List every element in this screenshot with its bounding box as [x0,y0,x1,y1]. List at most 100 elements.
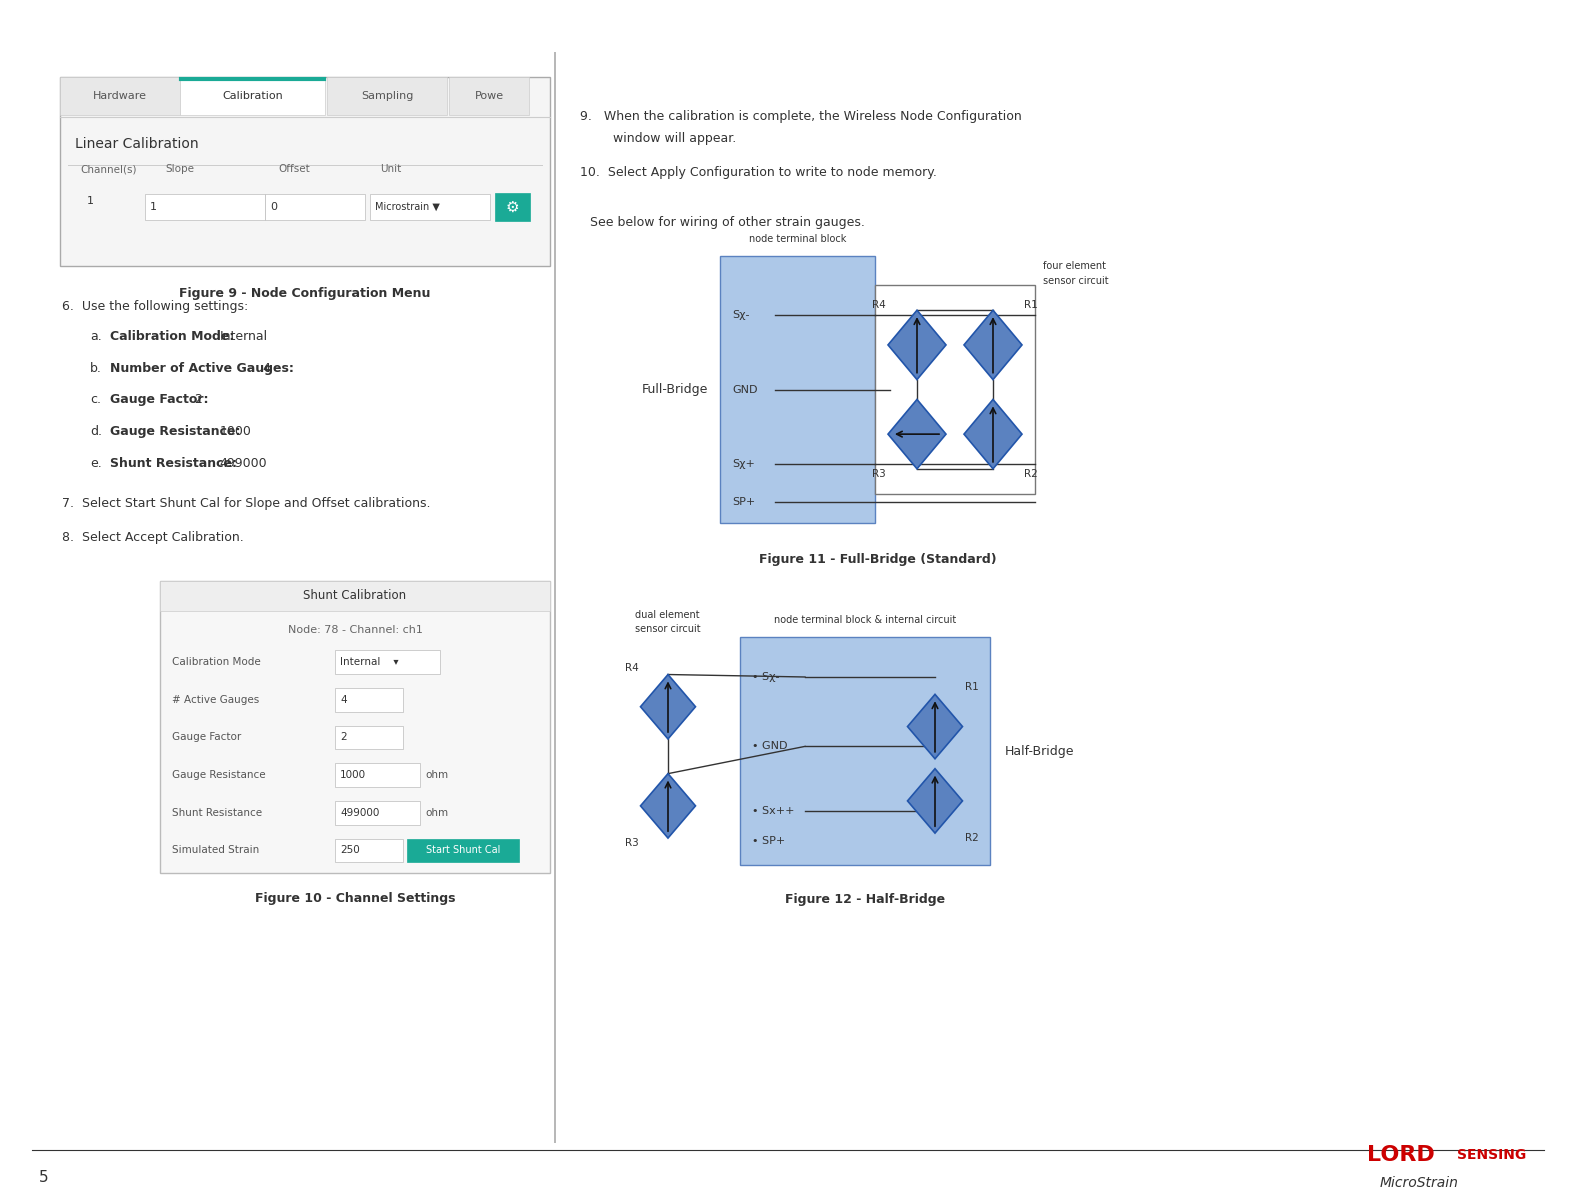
Text: 0: 0 [269,202,277,212]
Text: dual element: dual element [635,611,699,620]
Text: 4: 4 [340,694,346,705]
Bar [180,78,324,115]
Polygon shape [964,310,1022,379]
Text: Quick Start Guide: Quick Start Guide [354,20,465,32]
Text: Hardware: Hardware [93,91,146,101]
Text: 1: 1 [87,196,93,206]
Text: 1: 1 [150,202,158,212]
Text: SENSING: SENSING [1457,1149,1526,1162]
Text: # Active Gauges: # Active Gauges [172,694,260,705]
Text: R2: R2 [1024,469,1038,478]
Text: Internal    ▾: Internal ▾ [340,657,398,667]
Text: ohm: ohm [425,808,449,817]
Text: R4: R4 [625,662,638,673]
Bar [740,637,991,865]
Bar [328,78,447,115]
Text: four element: four element [1043,260,1106,271]
Text: 250: 250 [340,846,359,855]
Text: Sampling: Sampling [361,91,413,101]
Text: See below for wiring of other strain gauges.: See below for wiring of other strain gau… [591,216,865,229]
Text: R3: R3 [625,837,638,848]
Bar [335,688,403,712]
Bar [876,285,1035,494]
Text: Node: 78 - Channel: ch1: Node: 78 - Channel: ch1 [288,625,422,636]
Polygon shape [907,694,962,759]
Text: 10.  Select Apply Configuration to write to node memory.: 10. Select Apply Configuration to write … [580,167,937,179]
Text: node terminal block & internal circuit: node terminal block & internal circuit [773,616,956,625]
Text: Sχ-: Sχ- [732,310,750,320]
Text: Gauge Resistance:: Gauge Resistance: [110,425,241,438]
Text: Figure 12 - Half-Bridge: Figure 12 - Half-Bridge [784,894,945,907]
Text: Full-Bridge: Full-Bridge [641,383,709,396]
Polygon shape [641,674,696,738]
Text: ⚙: ⚙ [506,199,518,215]
Polygon shape [888,400,947,469]
Text: a.: a. [90,330,102,344]
Bar [161,581,550,873]
Text: 2: 2 [340,733,346,742]
Text: c.: c. [90,394,101,407]
Bar [145,194,265,220]
Text: Calibration Mode: Calibration Mode [172,657,261,667]
Text: • Sx++: • Sx++ [751,805,794,816]
Text: Shunt Calibration: Shunt Calibration [304,589,406,602]
Text: SP+: SP+ [732,496,756,507]
Text: Half-Bridge: Half-Bridge [1005,744,1074,758]
Text: Gauge Factor:: Gauge Factor: [110,394,208,407]
Text: 499000: 499000 [340,808,380,817]
Text: Figure 11 - Full-Bridge (Standard): Figure 11 - Full-Bridge (Standard) [759,554,997,567]
Text: 4: 4 [263,361,271,375]
Text: • Sχ-: • Sχ- [751,672,780,682]
Text: Sχ+: Sχ+ [732,459,754,469]
Text: Shunt Resistance: Shunt Resistance [172,808,261,817]
Text: • GND: • GND [751,741,788,752]
Text: R3: R3 [873,469,887,478]
FancyBboxPatch shape [60,78,550,266]
Polygon shape [964,400,1022,469]
Polygon shape [641,773,696,837]
Text: sensor circuit: sensor circuit [1043,276,1109,285]
Text: 8.  Select Accept Calibration.: 8. Select Accept Calibration. [61,531,244,544]
Text: R4: R4 [873,301,887,310]
Text: d.: d. [90,425,102,438]
Text: Calibration Mode:: Calibration Mode: [110,330,235,344]
Bar [161,581,550,611]
Bar [406,839,520,863]
Text: Start Shunt Cal: Start Shunt Cal [425,846,501,855]
Text: sensor circuit: sensor circuit [635,624,701,635]
Text: b.: b. [90,361,102,375]
Text: Figure 9 - Node Configuration Menu: Figure 9 - Node Configuration Menu [180,286,430,299]
Text: node terminal block: node terminal block [748,234,846,243]
Bar [335,801,421,824]
Text: Gauge Factor: Gauge Factor [172,733,241,742]
Text: R1: R1 [964,682,978,692]
Text: 2: 2 [195,394,203,407]
Text: e.: e. [90,457,102,470]
Text: Figure 10 - Channel Settings: Figure 10 - Channel Settings [255,891,455,904]
Text: Unit: Unit [380,165,402,174]
Text: LORD: LORD [1367,1145,1435,1166]
Text: 7.  Select Start Shunt Cal for Slope and Offset calibrations.: 7. Select Start Shunt Cal for Slope and … [61,496,430,509]
Bar [335,839,403,863]
Bar [335,764,421,787]
Bar [335,650,439,674]
Text: Internal: Internal [219,330,268,344]
Text: 1000: 1000 [340,771,365,780]
Bar [335,725,403,749]
Polygon shape [888,310,947,379]
Text: window will appear.: window will appear. [613,131,736,144]
Bar [495,193,531,221]
Text: R2: R2 [964,833,978,843]
Bar [720,255,876,524]
Text: Shunt Resistance:: Shunt Resistance: [110,457,236,470]
Text: 1000: 1000 [219,425,252,438]
Text: 5: 5 [39,1170,49,1186]
Bar [60,78,180,115]
Text: 9.   When the calibration is complete, the Wireless Node Configuration: 9. When the calibration is complete, the… [580,110,1022,123]
Text: Offset: Offset [279,165,310,174]
Text: Gauge Resistance: Gauge Resistance [172,771,266,780]
Text: Number of Active Gauges:: Number of Active Gauges: [110,361,295,375]
Text: ohm: ohm [425,771,449,780]
Text: Microstrain ▼: Microstrain ▼ [375,202,439,212]
Text: 6.  Use the following settings:: 6. Use the following settings: [61,301,249,314]
